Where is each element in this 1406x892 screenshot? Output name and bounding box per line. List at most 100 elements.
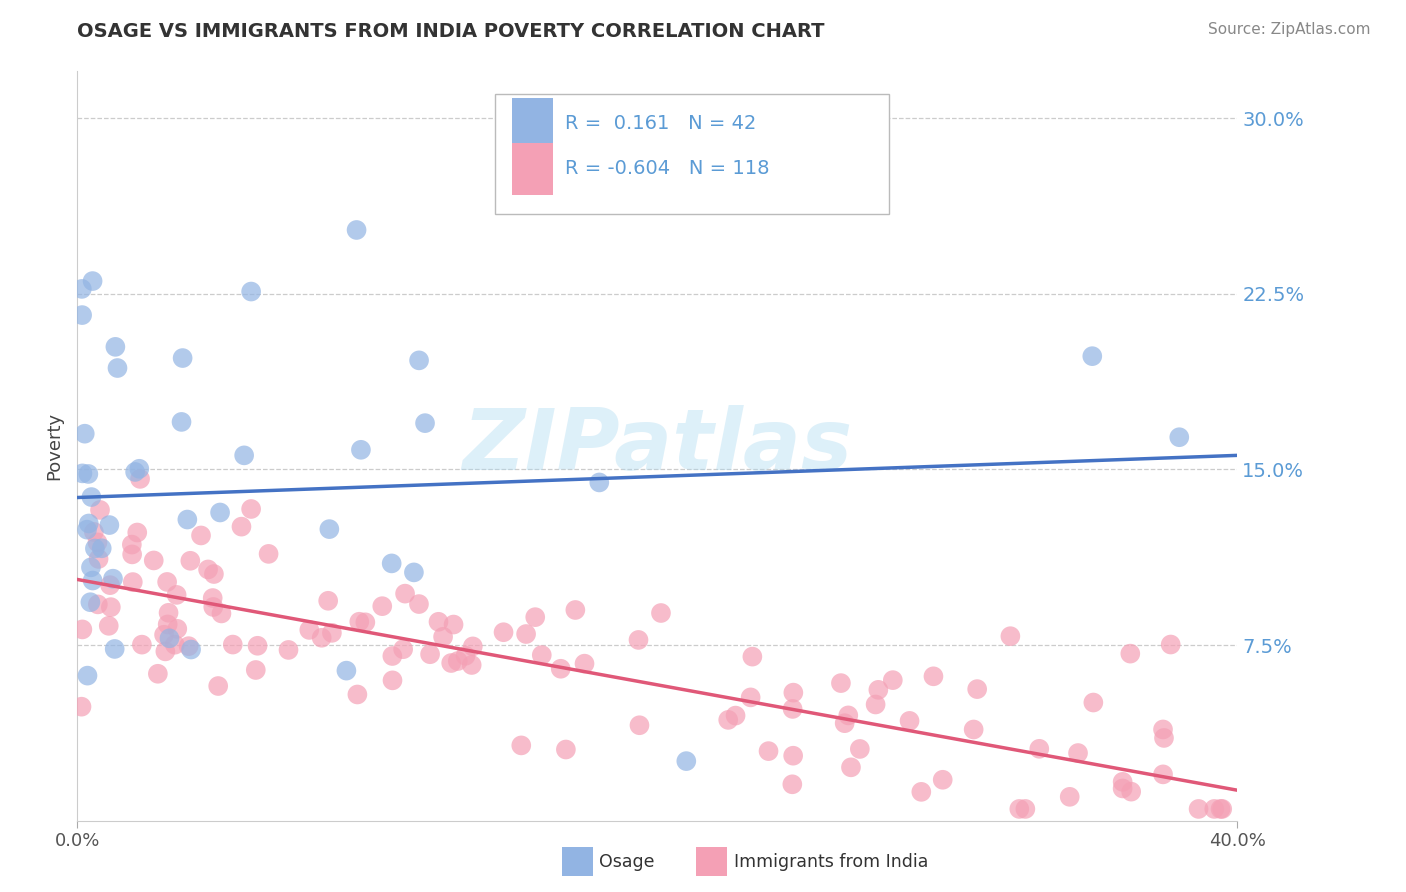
Point [176, 512, 198, 526]
Point [782, 685, 804, 699]
Point [839, 760, 862, 774]
Point [79, 595, 101, 609]
Point [142, 553, 165, 567]
Point [882, 673, 904, 687]
Point [865, 698, 887, 712]
Point [427, 615, 450, 629]
Point [524, 610, 547, 624]
Point [316, 594, 339, 608]
Point [1204, 802, 1226, 816]
Point [717, 713, 740, 727]
Point [98, 518, 121, 533]
Point [830, 676, 852, 690]
Point [179, 554, 201, 568]
Point [146, 666, 169, 681]
Point [155, 644, 177, 658]
Point [443, 617, 465, 632]
Point [1081, 349, 1104, 363]
Point [76, 523, 98, 537]
Point [740, 690, 762, 705]
Point [257, 547, 280, 561]
Point [166, 622, 188, 636]
Point [87, 598, 110, 612]
Point [402, 566, 425, 580]
Point [277, 643, 299, 657]
Point [121, 548, 143, 562]
Y-axis label: Poverty: Poverty [45, 412, 63, 480]
Point [72, 623, 94, 637]
Point [724, 708, 747, 723]
Point [515, 627, 537, 641]
Point [70, 308, 93, 322]
Point [1000, 629, 1022, 643]
Point [1111, 775, 1133, 789]
Point [1152, 767, 1174, 781]
Point [321, 625, 343, 640]
Point [72, 467, 94, 481]
Point [371, 599, 394, 614]
Point [381, 557, 404, 571]
Point [70, 282, 93, 296]
Point [311, 631, 333, 645]
Point [202, 599, 225, 614]
Point [233, 448, 256, 462]
Point [207, 679, 229, 693]
Point [298, 623, 321, 637]
Point [350, 442, 373, 457]
Point [201, 591, 224, 605]
Point [1211, 802, 1233, 816]
Point [209, 506, 232, 520]
Point [1083, 696, 1105, 710]
Point [650, 606, 672, 620]
Point [121, 538, 143, 552]
Text: Osage: Osage [599, 853, 654, 871]
Point [392, 642, 415, 657]
Point [335, 664, 357, 678]
Point [782, 777, 804, 791]
Point [124, 465, 146, 479]
Point [211, 607, 233, 621]
Point [1152, 723, 1174, 737]
Point [246, 639, 269, 653]
Point [530, 648, 553, 662]
Point [627, 632, 650, 647]
Point [166, 588, 188, 602]
Point [910, 785, 932, 799]
Point [394, 587, 416, 601]
Point [82, 574, 104, 588]
Text: ZIPatlas: ZIPatlas [463, 404, 852, 488]
Point [86, 535, 108, 549]
Point [97, 619, 120, 633]
Point [758, 744, 780, 758]
Point [1008, 802, 1031, 816]
Point [84, 541, 107, 556]
Point [98, 578, 121, 592]
Point [782, 702, 804, 716]
Text: R =  0.161   N = 42: R = 0.161 N = 42 [565, 114, 756, 133]
Point [83, 524, 105, 539]
Point [1168, 430, 1191, 444]
Point [131, 638, 153, 652]
Point [1160, 638, 1182, 652]
Point [931, 772, 953, 787]
Point [76, 668, 98, 682]
Point [240, 502, 263, 516]
Text: Immigrants from India: Immigrants from India [734, 853, 928, 871]
Point [574, 657, 596, 671]
Point [346, 688, 368, 702]
Point [77, 516, 100, 531]
Point [447, 654, 470, 668]
Point [101, 572, 124, 586]
Point [966, 682, 988, 697]
Point [77, 467, 100, 481]
Point [898, 714, 921, 728]
Text: R = -0.604   N = 118: R = -0.604 N = 118 [565, 160, 769, 178]
Point [222, 638, 245, 652]
Point [172, 351, 194, 365]
Point [408, 597, 430, 611]
Point [354, 615, 377, 630]
Point [461, 640, 484, 654]
FancyBboxPatch shape [512, 97, 553, 150]
Text: OSAGE VS IMMIGRANTS FROM INDIA POVERTY CORRELATION CHART: OSAGE VS IMMIGRANTS FROM INDIA POVERTY C… [77, 22, 825, 41]
Point [87, 552, 110, 566]
